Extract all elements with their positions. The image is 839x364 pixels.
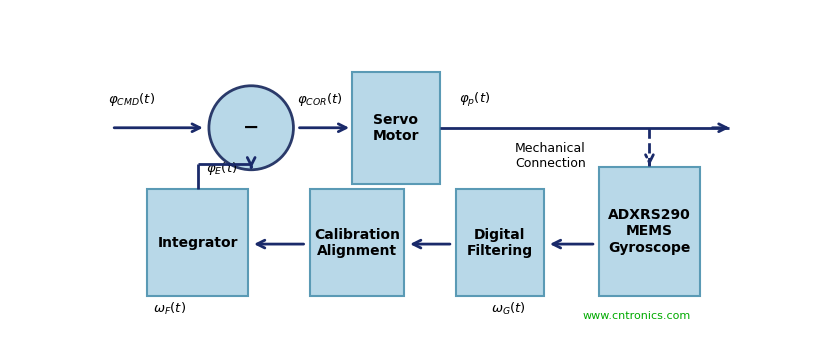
FancyBboxPatch shape — [352, 72, 440, 184]
Text: −: − — [243, 118, 259, 137]
Text: $\omega_{F}(t)$: $\omega_{F}(t)$ — [154, 301, 186, 317]
Text: www.cntronics.com: www.cntronics.com — [583, 311, 691, 321]
Text: Digital
Filtering: Digital Filtering — [466, 228, 533, 258]
FancyBboxPatch shape — [310, 189, 404, 296]
Text: $\varphi_{p}(t)$: $\varphi_{p}(t)$ — [459, 91, 491, 109]
Text: $\varphi_{COR}(t)$: $\varphi_{COR}(t)$ — [297, 91, 342, 108]
FancyBboxPatch shape — [599, 167, 700, 296]
Text: Integrator: Integrator — [157, 236, 237, 250]
Text: $\varphi_{CMD}(t)$: $\varphi_{CMD}(t)$ — [108, 91, 155, 108]
Text: $\varphi_{E}(t)$: $\varphi_{E}(t)$ — [206, 160, 237, 177]
Text: Calibration
Alignment: Calibration Alignment — [314, 228, 400, 258]
Text: $\omega_{G}(t)$: $\omega_{G}(t)$ — [491, 301, 525, 317]
FancyBboxPatch shape — [147, 189, 248, 296]
Ellipse shape — [209, 86, 294, 170]
FancyBboxPatch shape — [456, 189, 544, 296]
Text: ADXRS290
MEMS
Gyroscope: ADXRS290 MEMS Gyroscope — [608, 208, 690, 255]
Text: Mechanical
Connection: Mechanical Connection — [515, 142, 586, 170]
Text: Servo
Motor: Servo Motor — [373, 113, 420, 143]
